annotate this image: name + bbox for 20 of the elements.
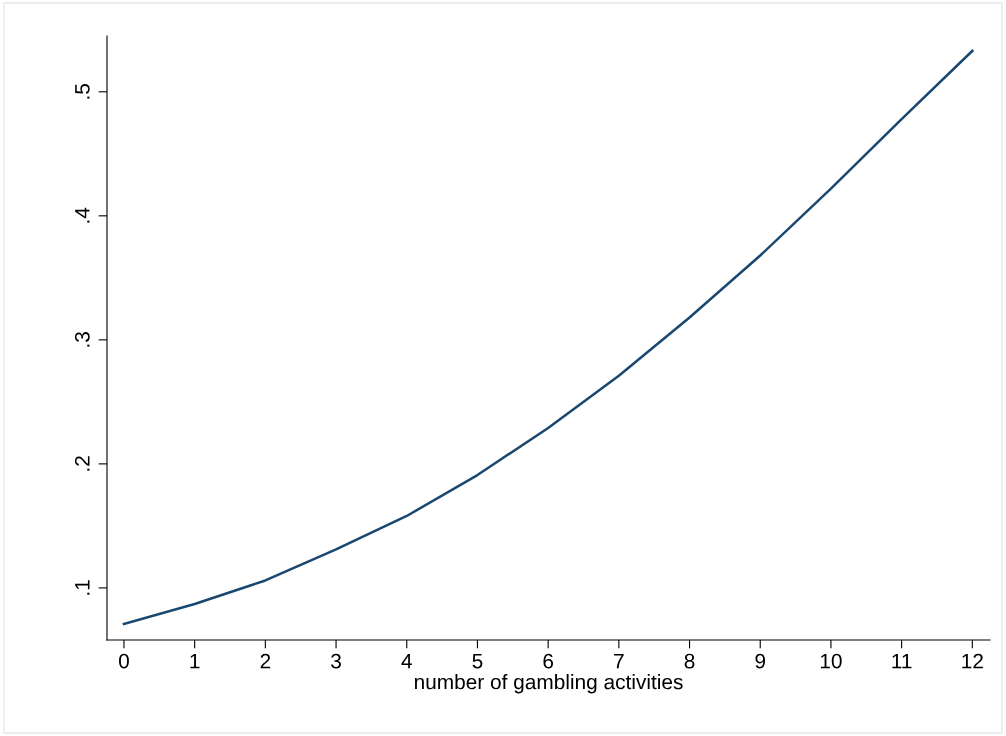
y-tick-label: .5 bbox=[75, 84, 90, 99]
x-axis-title: number of gambling activities bbox=[414, 674, 683, 694]
x-tick-label: 10 bbox=[820, 653, 842, 669]
y-tick-label: .1 bbox=[75, 580, 90, 595]
x-tick-label: 6 bbox=[543, 653, 554, 669]
x-tick-label: 1 bbox=[190, 653, 200, 669]
x-tick-label: 2 bbox=[260, 653, 271, 669]
x-tick-label: 8 bbox=[684, 653, 695, 669]
x-tick-label: 11 bbox=[892, 653, 912, 669]
x-tick-label: 5 bbox=[472, 653, 483, 669]
x-tick-label: 0 bbox=[118, 653, 129, 669]
x-tick-label: 12 bbox=[962, 653, 983, 669]
y-tick-label: .4 bbox=[75, 207, 90, 223]
line-series bbox=[122, 49, 974, 626]
x-tick-label: 4 bbox=[401, 653, 412, 669]
x-tick-label: 9 bbox=[755, 653, 766, 669]
x-tick-label: 7 bbox=[614, 653, 624, 669]
x-tick-label: 3 bbox=[331, 653, 341, 669]
y-tick-label: .2 bbox=[74, 456, 90, 471]
y-tick-label: .3 bbox=[74, 332, 90, 347]
